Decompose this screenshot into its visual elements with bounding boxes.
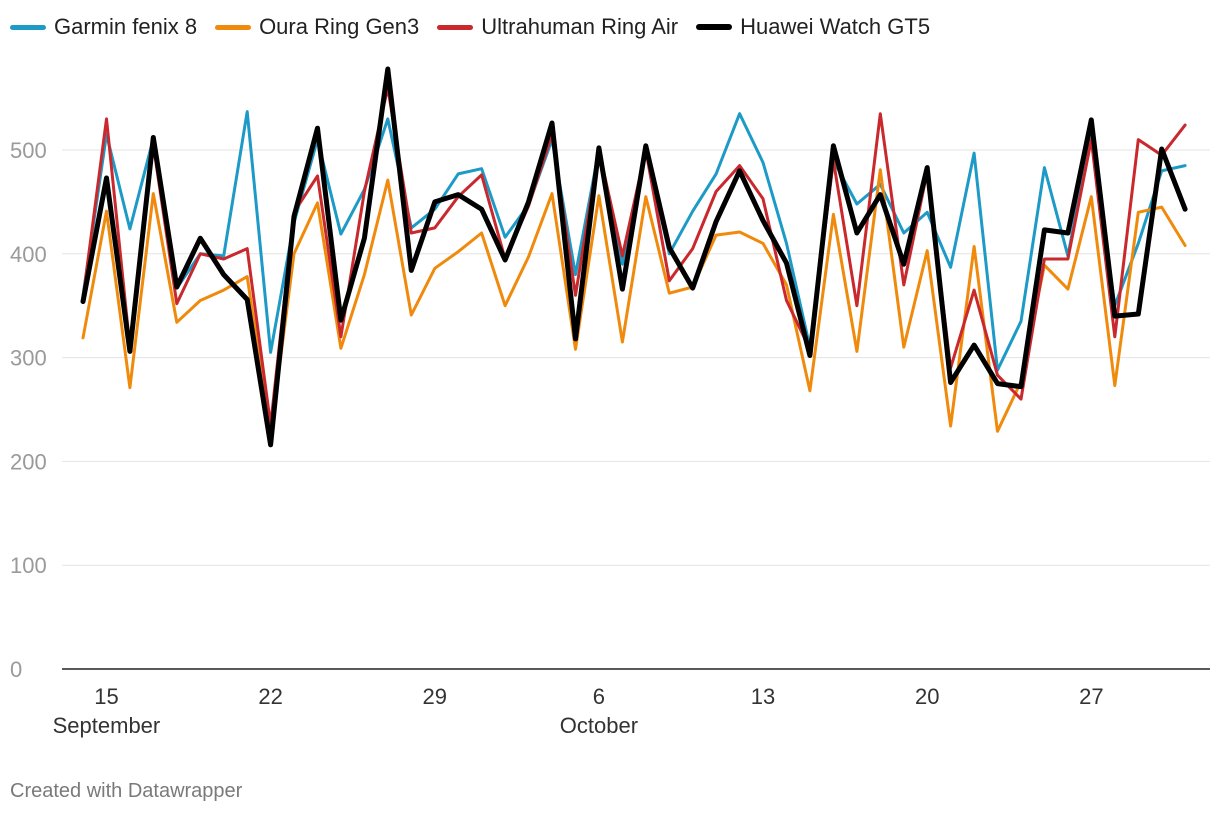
x-tick-label-20: 20 (915, 684, 939, 709)
x-tick-label-13: 13 (751, 684, 775, 709)
x-tick-label-27: 27 (1079, 684, 1103, 709)
y-tick-label-0: 0 (10, 657, 22, 682)
legend-item-ultrahuman: Ultrahuman Ring Air (437, 14, 678, 40)
legend-swatch-ultrahuman (437, 24, 474, 30)
footer-credit: Created with Datawrapper (10, 780, 243, 802)
x-month-label-september: September (53, 713, 161, 738)
y-tick-label-400: 400 (10, 242, 47, 267)
legend-item-oura: Oura Ring Gen3 (215, 14, 419, 40)
y-tick-label-100: 100 (10, 553, 47, 578)
x-tick-label-22: 22 (258, 684, 282, 709)
y-tick-label-300: 300 (10, 346, 47, 371)
y-tick-label-200: 200 (10, 449, 47, 474)
x-month-label-october: October (560, 713, 638, 738)
legend-label-garmin: Garmin fenix 8 (54, 14, 198, 39)
series-line-huawei-watch-gt5 (80, 66, 1188, 448)
legend-label-ultrahuman: Ultrahuman Ring Air (481, 14, 679, 39)
y-tick-label-500: 500 (10, 138, 47, 163)
x-tick-label-15: 15 (94, 684, 118, 709)
legend-label-huawei: Huawei Watch GT5 (740, 14, 931, 39)
legend-swatch-huawei (696, 24, 733, 30)
legend-swatch-oura (215, 24, 252, 30)
legend-label-oura: Oura Ring Gen3 (259, 14, 420, 39)
x-tick-label-6: 6 (593, 684, 605, 709)
x-tick-label-29: 29 (423, 684, 447, 709)
legend-item-garmin: Garmin fenix 8 (10, 14, 197, 40)
legend-swatch-garmin (10, 24, 46, 30)
legend-item-huawei: Huawei Watch GT5 (696, 14, 930, 40)
legend: Garmin fenix 8 Oura Ring Gen3 Ultrahuman… (10, 14, 948, 40)
